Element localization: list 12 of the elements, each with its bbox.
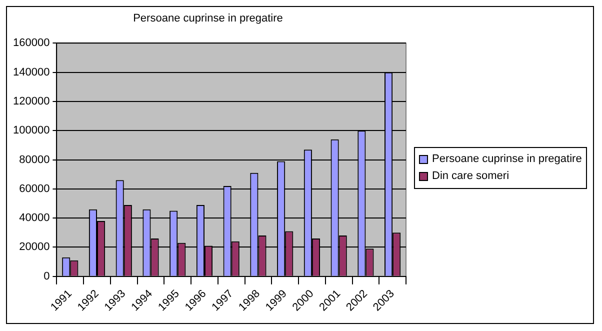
y-tick-label: 0 [44,270,50,282]
legend-label: Din care someri [432,169,510,184]
y-tick-label: 20000 [19,241,50,254]
y-tick-label: 160000 [12,37,50,50]
legend-label: Persoane cuprinse in pregatire [432,152,582,167]
y-tick-label: 100000 [12,124,50,137]
y-tick-label: 140000 [12,66,50,78]
chart-title: Persoane cuprinse in pregatire [133,12,283,25]
y-tick-label: 60000 [19,182,50,195]
y-tick-label: 80000 [19,154,50,166]
y-tick-label: 120000 [12,96,50,108]
y-tick-label: 40000 [19,212,50,224]
